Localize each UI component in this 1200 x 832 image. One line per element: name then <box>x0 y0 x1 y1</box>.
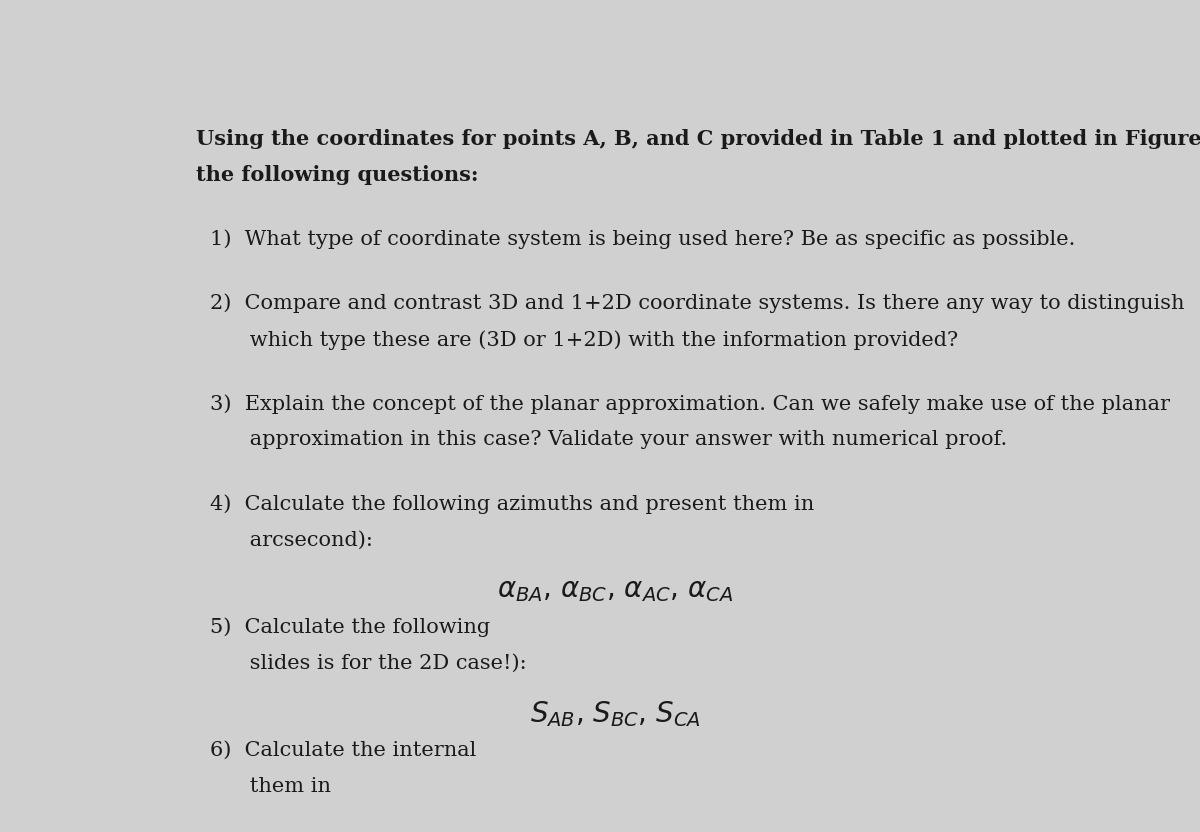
Text: 2)  Compare and contrast 3D and 1+2D coordinate systems. Is there any way to dis: 2) Compare and contrast 3D and 1+2D coor… <box>210 294 1184 313</box>
Text: 3)  Explain the concept of the planar approximation. Can we safely make use of t: 3) Explain the concept of the planar app… <box>210 394 1170 414</box>
Text: 5)  Calculate the following: 5) Calculate the following <box>210 617 497 637</box>
Text: $\alpha_{BA}$, $\alpha_{BC}$, $\alpha_{AC}$, $\alpha_{CA}$: $\alpha_{BA}$, $\alpha_{BC}$, $\alpha_{A… <box>497 576 733 604</box>
Text: 6)  Calculate the internal: 6) Calculate the internal <box>210 740 484 760</box>
Text: 4)  Calculate the following azimuths and present them in: 4) Calculate the following azimuths and … <box>210 494 821 514</box>
Text: approximation in this case? Validate your answer with numerical proof.: approximation in this case? Validate you… <box>210 430 1008 449</box>
Text: $S_{AB}$, $S_{BC}$, $S_{CA}$: $S_{AB}$, $S_{BC}$, $S_{CA}$ <box>529 699 701 729</box>
Text: the following questions:: the following questions: <box>197 166 479 186</box>
Text: 1)  What type of coordinate system is being used here? Be as specific as possibl: 1) What type of coordinate system is bei… <box>210 230 1076 249</box>
Text: which type these are (3D or 1+2D) with the information provided?: which type these are (3D or 1+2D) with t… <box>210 329 959 349</box>
Text: slides is for the 2D case!):: slides is for the 2D case!): <box>210 654 527 673</box>
Text: arcsecond):: arcsecond): <box>210 531 373 550</box>
Text: Using the coordinates for points A, B, and C provided in Table 1 and plotted in : Using the coordinates for points A, B, a… <box>197 129 1200 149</box>
Text: them in: them in <box>210 777 338 796</box>
